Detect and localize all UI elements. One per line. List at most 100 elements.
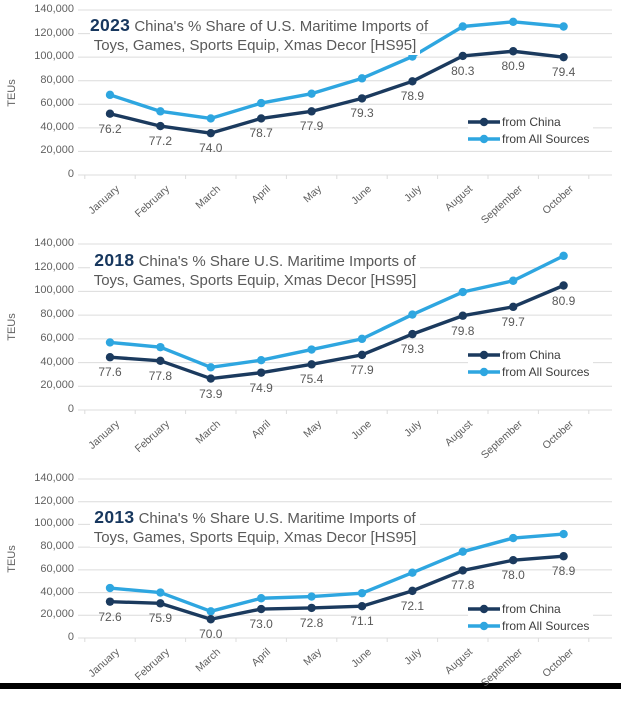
legend-marker-dot [479,367,489,376]
china-share-percent-label: 75.4 [299,372,324,387]
legend-label: from All Sources [502,364,590,379]
from-all-sources-line-point [357,334,367,344]
chart-2018: 2018 China's % Share U.S. Maritime Impor… [0,230,621,461]
from-china-line [109,49,564,135]
china-share-percent-label: 80.9 [551,293,576,308]
from-all-sources-line-point [357,588,367,598]
from-all-sources-line [109,532,564,614]
from-all-sources-line-point [307,345,316,354]
china-share-percent-label: 78.9 [551,564,576,579]
chart-canvas [78,478,612,642]
chart-title-text: China's % Share U.S. Maritime Imports of [138,253,416,270]
chart-2023: 2023 China's % Share of U.S. Maritime Im… [0,0,621,230]
from-china-line [109,554,564,621]
china-share-percent-label: 80.3 [451,63,475,78]
y-axis-tick-label: 140,000 [34,237,74,249]
y-axis-tick-label: 0 [67,403,74,415]
china-share-percent-label: 73.9 [199,386,223,401]
y-axis-tick-label: 140,000 [34,3,74,15]
legend-item-from-china: from China [468,113,594,130]
chart-title-line1: 2023 China's % Share of U.S. Maritime Im… [90,15,428,36]
china-share-percent-label: 77.8 [451,578,475,593]
y-axis-tick-label: 120,000 [34,260,74,273]
china-share-percent-label: 77.9 [299,119,324,134]
from-all-sources-line-point [559,251,568,261]
chart-canvas [78,9,612,179]
legend-marker-dot [479,117,489,126]
chart-title-line1: 2018 China's % Share U.S. Maritime Impor… [90,251,420,271]
legend-label: from China [502,601,561,616]
y-axis-tick-label: 40,000 [40,585,74,598]
china-share-percent-label: 79.8 [451,323,475,338]
from-all-sources-line-point [408,310,417,319]
y-axis-tick-label: 120,000 [34,26,74,39]
chart-title-2018: 2018 China's % Share U.S. Maritime Impor… [90,251,420,290]
legend-item-from-china: from China [468,346,594,363]
y-axis-tick-label: 60,000 [40,562,74,575]
from-china-line [109,283,565,381]
from-china-line-point [458,51,467,61]
china-share-percent-label: 79.4 [551,65,576,80]
from-china-line-point [156,599,165,608]
from-china-line-point [509,302,518,312]
y-axis-tick-label: 40,000 [40,120,74,133]
from-china-line-point [105,109,115,118]
legend-label: from China [502,347,561,362]
from-all-sources-line-point [559,22,568,31]
chart-title-text: China's % Share of U.S. Maritime Imports… [134,18,429,35]
legend-marker-dot [479,134,489,143]
from-china-line-point [509,556,518,565]
china-share-percent-label: 73.0 [249,617,273,632]
from-china-line-point [156,121,165,131]
china-share-percent-label: 80.9 [501,59,525,74]
legend-line-marker-icon [468,604,500,613]
legend-item-from-all-sources: from All Sources [468,617,594,634]
y-axis-tick-label: 140,000 [34,472,74,484]
y-axis-tick-label: 20,000 [40,144,74,157]
china-share-percent-label: 79.7 [501,314,525,329]
legend-label: from All Sources [502,618,590,633]
from-all-sources-line-point [559,529,568,539]
legend: from China from All Sources [468,113,594,147]
from-all-sources-line-point [357,74,367,83]
china-share-percent-label: 74.9 [249,380,273,395]
from-all-sources-line-point [458,22,467,31]
y-axis-title: TEUs [6,544,18,573]
from-china-line-point [307,360,316,369]
from-china-line-point [408,329,417,339]
from-china-line-point [357,602,367,611]
chart-year: 2023 [90,15,131,35]
bottom-divider-bar [0,683,621,689]
legend-line-marker-icon [468,134,500,143]
y-axis-title: TEUs [6,313,18,341]
china-share-percent-label: 72.1 [400,598,425,613]
chart-title-2013: 2013 China's % Share U.S. Maritime Impor… [90,508,420,547]
chart-title-2023: 2023 China's % Share of U.S. Maritime Im… [90,15,428,55]
china-share-percent-label: 72.6 [98,609,122,624]
legend-marker-dot [479,350,489,359]
from-all-sources-line-point [105,583,115,593]
from-all-sources-line-point [509,17,518,26]
from-all-sources-line-point [307,89,316,98]
from-china-line-point [105,353,115,362]
from-china-line-point [357,94,367,103]
legend-line-marker-icon [468,117,500,126]
from-all-sources-line-point [206,114,215,123]
china-share-percent-label: 79.3 [350,106,374,121]
from-china-line-point [156,356,165,365]
y-axis-tick-label: 20,000 [40,379,74,392]
from-china-line-point [458,566,467,575]
china-share-percent-label: 78.9 [400,89,425,104]
china-share-percent-label: 77.2 [148,134,173,149]
legend-item-from-all-sources: from All Sources [468,130,594,147]
y-axis-tick-label: 60,000 [40,97,74,110]
y-axis-tick-label: 80,000 [40,308,74,321]
from-all-sources-line-point [257,594,266,603]
china-share-percent-label: 71.1 [350,614,374,629]
from-china-line-point [206,128,215,138]
legend-line-marker-icon [468,621,500,630]
from-china-line-point [206,615,215,624]
china-share-percent-label: 77.6 [98,365,122,380]
chart-title-line1: 2013 China's % Share U.S. Maritime Impor… [90,508,420,528]
from-all-sources-line-point [307,592,316,601]
